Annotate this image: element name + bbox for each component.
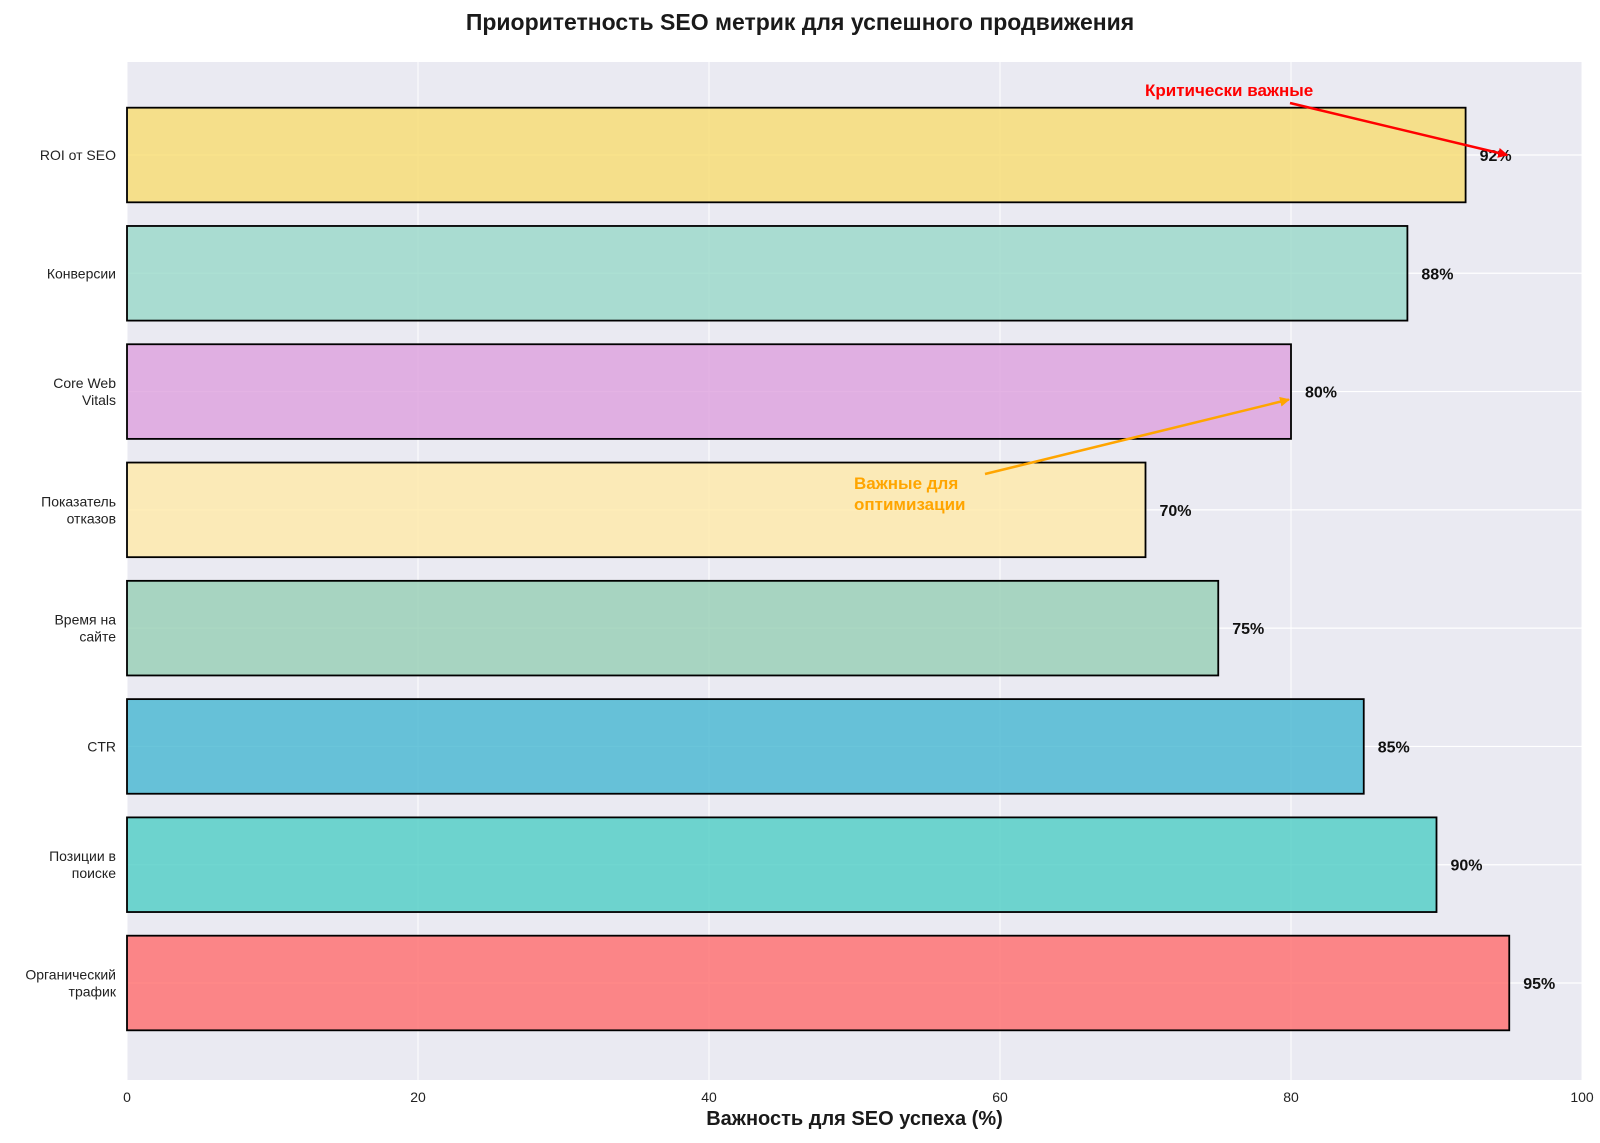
category-label: Показатель отказов [41,493,116,526]
category-label: ROI от SEO [40,147,116,163]
bar [126,934,1511,1032]
plot-background [127,62,1582,1080]
annotation-label: Критически важные [1145,81,1313,100]
value-label: 90% [1451,858,1483,875]
x-tick-label: 40 [701,1089,717,1105]
bar [126,343,1292,440]
x-tick-label: 60 [992,1089,1008,1105]
chart-title: Приоритетность SEO метрик для успешного … [466,9,1134,35]
category-label: Core Web Vitals [53,375,116,408]
bar [126,816,1438,913]
bars [126,106,1511,1032]
x-tick-label: 100 [1570,1089,1594,1105]
category-label: CTR [87,738,116,754]
value-label: 70% [1160,503,1192,520]
category-label: Органический трафик [25,967,117,1000]
value-label: 75% [1232,621,1264,638]
x-axis-label: Важность для SEO успеха (%) [706,1108,1003,1130]
bar [126,106,1467,204]
annotation-arrow [984,396,1290,476]
value-label: 95% [1523,976,1555,993]
bar [126,225,1409,322]
bar [126,461,1147,559]
annotation-arrow [1289,101,1509,158]
bar [126,579,1220,677]
value-label: 85% [1378,739,1410,756]
x-tick-label: 80 [1283,1089,1299,1105]
category-labels: Органический трафик Позиции в поиске CTR Врем… [25,147,117,1000]
value-label: 88% [1421,266,1453,283]
annotation-label: Важные для оптимизации [854,474,966,514]
annotations: Критически важные Важные для оптимизации [854,81,1509,514]
category-label: Конверсии [47,265,116,281]
x-tick-label: 20 [410,1089,426,1105]
x-tick-labels: 0 20 40 60 80 100 [123,1089,1594,1105]
category-label: Позиции в поиске [49,848,116,881]
x-tick-label: 0 [123,1089,131,1105]
value-label: 80% [1305,385,1337,402]
bar [126,698,1365,795]
category-label: Время на сайте [54,612,116,645]
